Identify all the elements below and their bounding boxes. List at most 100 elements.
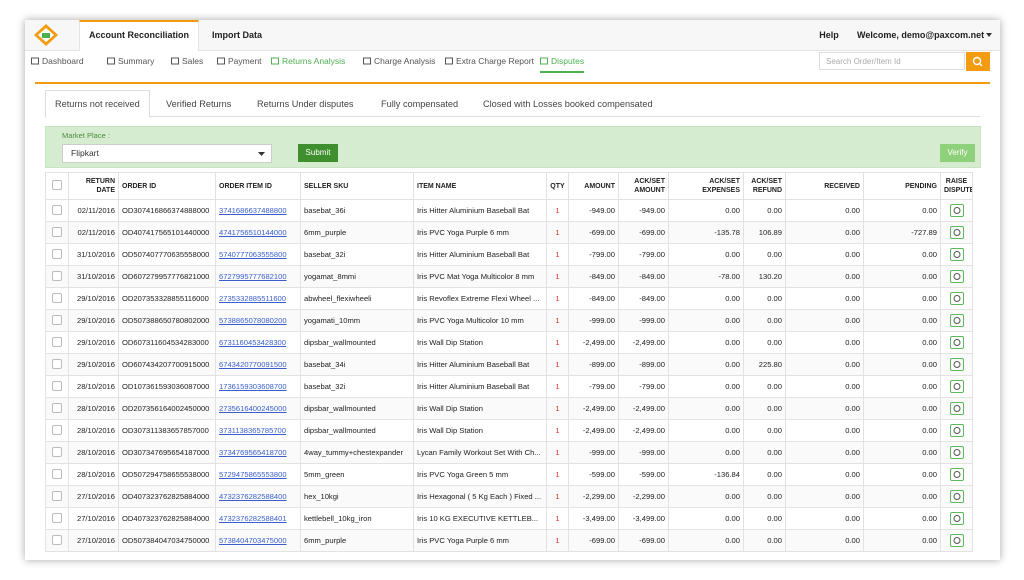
nav-icon — [445, 57, 453, 65]
cell — [941, 332, 973, 354]
nav-icon — [217, 57, 225, 65]
cell: 28/10/2016 — [69, 420, 119, 442]
nav-item[interactable]: Summary — [107, 51, 154, 71]
cell: 0.00 — [864, 266, 941, 288]
cell: OD607434207700915000 — [119, 354, 216, 376]
cell: 1 — [547, 354, 569, 376]
raise-dispute-button[interactable] — [950, 402, 964, 415]
raise-dispute-button[interactable] — [950, 358, 964, 371]
raise-dispute-button[interactable] — [950, 446, 964, 459]
row-checkbox[interactable] — [52, 359, 62, 369]
select-all-checkbox[interactable] — [52, 180, 62, 190]
cell: hex_10kgi — [301, 486, 414, 508]
cell: -699.00 — [619, 222, 669, 244]
nav-item[interactable]: Returns Analysis — [271, 51, 345, 71]
raise-dispute-button[interactable] — [950, 204, 964, 217]
top-tab[interactable]: Account Reconciliation — [79, 20, 199, 51]
cell: 0.00 — [786, 354, 864, 376]
cell: -999.00 — [619, 442, 669, 464]
raise-dispute-button[interactable] — [950, 380, 964, 393]
order-item-link[interactable]: 5740777063555800 — [219, 250, 287, 259]
nav-item[interactable]: Extra Charge Report — [445, 51, 534, 71]
sub-tab[interactable]: Fully compensated — [381, 92, 458, 116]
raise-dispute-button[interactable] — [950, 534, 964, 547]
order-item-link[interactable]: 6727995777682100 — [219, 272, 287, 281]
raise-dispute-button[interactable] — [950, 468, 964, 481]
raise-dispute-button[interactable] — [950, 248, 964, 261]
help-link[interactable]: Help — [815, 20, 843, 50]
nav-item[interactable]: Payment — [217, 51, 262, 71]
nav-item[interactable]: Sales — [171, 51, 203, 71]
row-checkbox[interactable] — [52, 205, 62, 215]
sub-tab[interactable]: Closed with Losses booked compensated — [483, 92, 653, 116]
row-checkbox[interactable] — [52, 337, 62, 347]
cell: 0.00 — [864, 376, 941, 398]
cell — [46, 464, 69, 486]
order-item-link[interactable]: 3741686637488800 — [219, 206, 287, 215]
cell: 0.00 — [669, 310, 744, 332]
cell: 5mm_green — [301, 464, 414, 486]
search-box[interactable]: Search Order/Item Id — [819, 52, 965, 70]
nav-item[interactable]: Disputes — [540, 51, 584, 73]
row-checkbox[interactable] — [52, 227, 62, 237]
sub-tab[interactable]: Returns not received — [45, 90, 150, 118]
row-checkbox[interactable] — [52, 469, 62, 479]
cell: -799.00 — [569, 244, 619, 266]
row-checkbox[interactable] — [52, 491, 62, 501]
marketplace-select[interactable]: Flipkart — [62, 144, 272, 163]
order-item-link[interactable]: 4732376282588401 — [219, 514, 287, 523]
table-row: 31/10/2016OD6072799577768210006727995777… — [46, 266, 973, 288]
cell: 6743420770091500 — [216, 354, 301, 376]
row-checkbox[interactable] — [52, 271, 62, 281]
row-checkbox[interactable] — [52, 293, 62, 303]
table-row: 02/11/2016OD4074175651014400004741756510… — [46, 222, 973, 244]
cell: 4way_tummy+chestexpander — [301, 442, 414, 464]
raise-dispute-button[interactable] — [950, 226, 964, 239]
sub-tab[interactable]: Returns Under disputes — [257, 92, 354, 116]
raise-dispute-button[interactable] — [950, 270, 964, 283]
order-item-link[interactable]: 2735332885511600 — [219, 294, 286, 303]
top-tab[interactable]: Import Data — [201, 20, 273, 50]
user-menu[interactable]: Welcome, demo@paxcom.net — [857, 20, 997, 50]
raise-dispute-button[interactable] — [950, 424, 964, 437]
order-item-link[interactable]: 3734769565418700 — [219, 448, 287, 457]
row-checkbox[interactable] — [52, 535, 62, 545]
cell: 0.00 — [744, 200, 786, 222]
order-item-link[interactable]: 5738865078080200 — [219, 316, 287, 325]
raise-dispute-button[interactable] — [950, 314, 964, 327]
row-checkbox[interactable] — [52, 513, 62, 523]
cell: Iris PVC Yoga Green 5 mm — [414, 464, 547, 486]
order-item-link[interactable]: 4732376282588400 — [219, 492, 287, 501]
submit-button[interactable]: Submit — [298, 144, 338, 162]
cell: abwheel_flexiwheeli — [301, 288, 414, 310]
order-item-link[interactable]: 4741756510144000 — [219, 228, 287, 237]
cell — [46, 332, 69, 354]
raise-dispute-button[interactable] — [950, 512, 964, 525]
cell: 1 — [547, 508, 569, 530]
row-checkbox[interactable] — [52, 447, 62, 457]
order-item-link[interactable]: 5729475865553800 — [219, 470, 287, 479]
cell: Iris Revoflex Extreme Flexi Wheel ... — [414, 288, 547, 310]
sub-tab[interactable]: Verified Returns — [166, 92, 231, 116]
order-item-link[interactable]: 6743420770091500 — [219, 360, 287, 369]
verify-button[interactable]: Verify — [940, 144, 975, 162]
cell: -799.00 — [569, 376, 619, 398]
raise-dispute-button[interactable] — [950, 490, 964, 503]
order-item-link[interactable]: 5738404703475000 — [219, 536, 287, 545]
search-button[interactable] — [966, 52, 990, 71]
order-item-link[interactable]: 3731138365785700 — [219, 426, 286, 435]
row-checkbox[interactable] — [52, 403, 62, 413]
row-checkbox[interactable] — [52, 249, 62, 259]
raise-dispute-button[interactable] — [950, 292, 964, 305]
order-item-link[interactable]: 2735616400245000 — [219, 404, 287, 413]
table-body: 02/11/2016OD3074168663748880003741686637… — [46, 200, 973, 552]
raise-dispute-button[interactable] — [950, 336, 964, 349]
row-checkbox[interactable] — [52, 425, 62, 435]
order-item-link[interactable]: 6731160453428300 — [219, 338, 286, 347]
row-checkbox[interactable] — [52, 315, 62, 325]
nav-item[interactable]: Dashboard — [31, 51, 84, 71]
nav-item[interactable]: Charge Analysis — [363, 51, 435, 71]
row-checkbox[interactable] — [52, 381, 62, 391]
order-item-link[interactable]: 1736159303608700 — [219, 382, 287, 391]
cell: -849.00 — [619, 288, 669, 310]
